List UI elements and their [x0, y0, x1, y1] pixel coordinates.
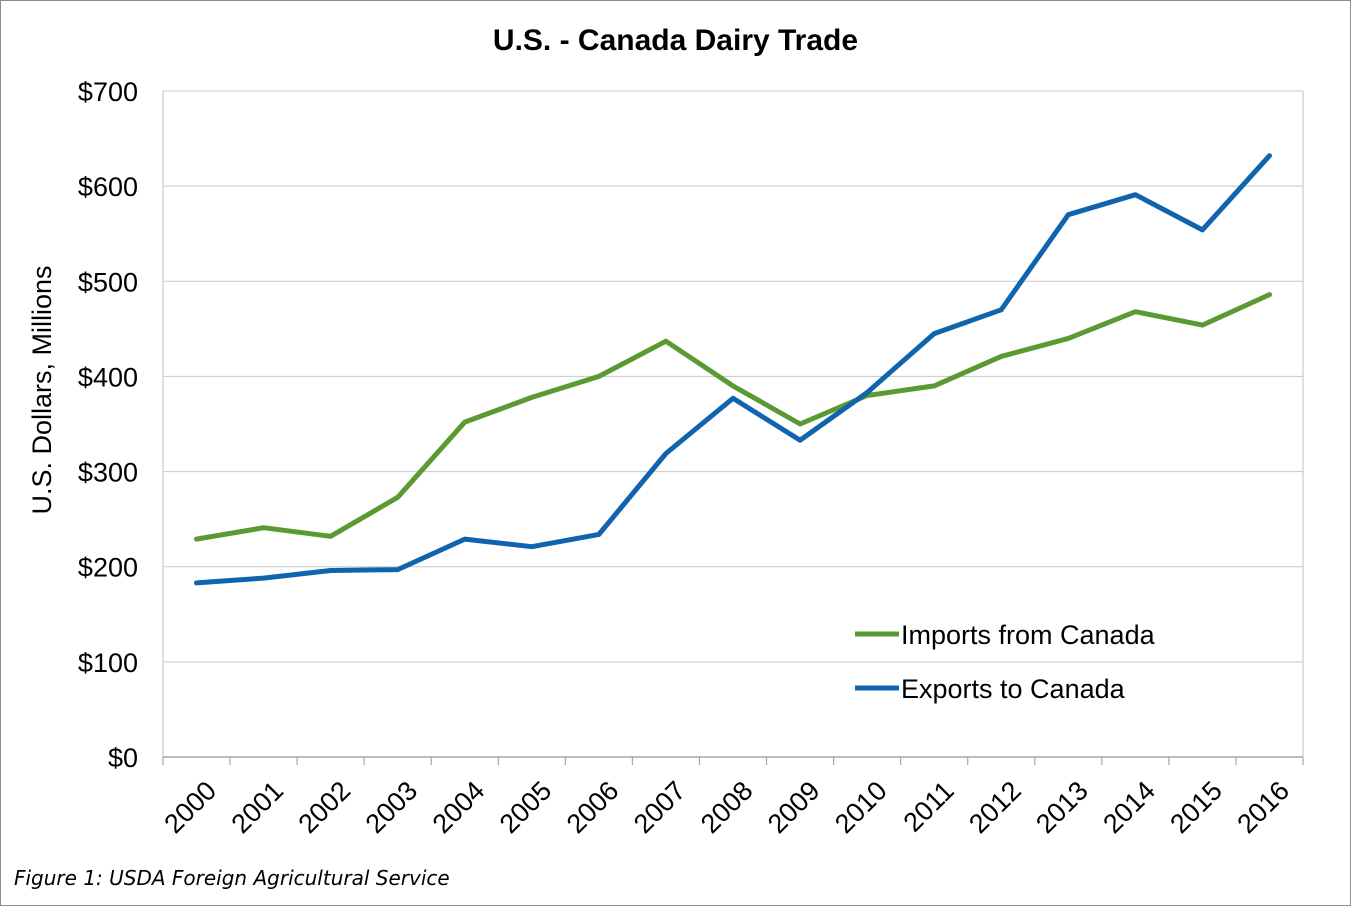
x-tick-label: 2002 — [293, 775, 357, 839]
y-tick-label: $300 — [78, 458, 138, 488]
y-axis-label: U.S. Dollars, Millions — [27, 265, 57, 514]
y-tick-label: $500 — [78, 267, 138, 297]
x-tick-label: 2009 — [762, 775, 826, 839]
figure-caption: Figure 1: USDA Foreign Agricultural Serv… — [14, 866, 450, 890]
y-tick-label: $100 — [78, 648, 138, 678]
x-tick-label: 2016 — [1231, 775, 1295, 839]
x-tick-label: 2012 — [963, 775, 1027, 839]
x-tick-label: 2015 — [1164, 775, 1228, 839]
legend: Imports from Canada Exports to Canada — [855, 620, 1156, 704]
y-tick-label: $700 — [78, 77, 138, 107]
grid-layer — [162, 90, 1304, 758]
x-tick-label: 2003 — [360, 775, 424, 839]
x-tick-label: 2007 — [628, 775, 692, 839]
y-tick-label: $400 — [78, 362, 138, 392]
plot-area — [162, 90, 1304, 758]
y-tick-label: $200 — [78, 553, 138, 583]
x-tick-label: 2010 — [829, 775, 893, 839]
legend-label: Imports from Canada — [901, 620, 1156, 650]
x-tick-label: 2013 — [1030, 775, 1094, 839]
chart-title: U.S. - Canada Dairy Trade — [492, 24, 859, 57]
x-tick-label: 2004 — [427, 775, 491, 839]
x-tick-label: 2000 — [158, 775, 222, 839]
y-tick-label: $0 — [108, 743, 138, 773]
x-tick-label: 2001 — [226, 775, 290, 839]
series-line-imports — [194, 292, 1272, 542]
x-tick-label: 2011 — [898, 775, 960, 837]
legend-label: Exports to Canada — [901, 674, 1126, 704]
x-tick-label: 2006 — [561, 775, 625, 839]
x-tick-label: 2014 — [1097, 775, 1161, 839]
series-layer — [194, 153, 1272, 586]
x-tick-label: 2005 — [494, 775, 558, 839]
y-tick-label: $600 — [78, 172, 138, 202]
x-tick-label: 2008 — [695, 775, 759, 839]
